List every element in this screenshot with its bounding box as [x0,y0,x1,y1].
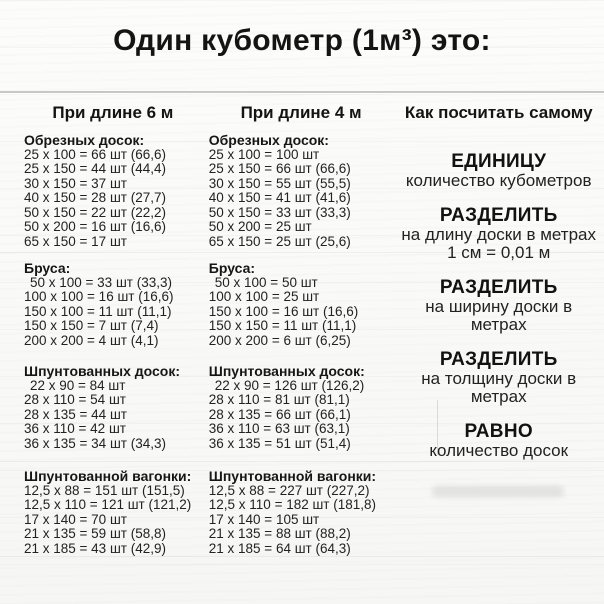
board-row: 25 x 150 = 44 шт (44,4) [24,161,166,176]
title-divider-line [0,91,604,93]
column-header-howto: Как посчитать самому [404,103,593,122]
board-row: 17 x 140 = 70 шт [24,511,127,527]
step-line: 1 см = 0,01 м [447,243,551,262]
section-label: Бруса: [208,260,256,276]
column-length-4m: При длине 4 м Обрезных досок: 25 x 100 =… [202,97,394,556]
section-timber-4m: Бруса: 50 x 100 = 50 шт 100 x 100 = 25 ш… [209,261,394,348]
content-columns: При длине 6 м Обрезных досок: 25 x 100 =… [0,97,604,556]
section-timber-6m: Бруса: 50 x 100 = 33 шт (33,3) 100 x 100… [24,261,202,348]
board-row: 25 x 100 = 66 шт (66,6) [24,146,166,162]
column-howto: Как посчитать самому ЕДИНИЦУ количество … [393,97,604,460]
section-lining-4m: Шпунтованной вагонки: 12,5 x 88 = 227 шт… [209,469,394,556]
step-keyword: РАВНО [464,420,533,442]
step-line: количество досок [429,440,569,460]
column-header-6m: При длине 6 м [52,103,174,122]
board-row: 21 x 135 = 88 шт (88,2) [208,526,351,541]
board-row: 28 x 135 = 66 шт (66,1) [208,406,351,422]
step-keyword: ЕДИНИЦУ [451,151,547,172]
board-row: 21 x 135 = 59 шт (58,8) [24,526,166,541]
howto-step-unit: ЕДИНИЦУ количество кубометров [401,152,596,191]
board-row: 150 x 100 = 16 шт (16,6) [208,303,359,319]
board-row: 25 x 150 = 66 шт (66,6) [208,161,351,176]
board-row: 200 x 200 = 6 шт (6,25) [208,332,351,348]
section-label: Обрезных досок: [208,132,329,148]
board-row: 30 x 150 = 37 шт [24,175,127,191]
howto-step-divide-thickness: РАЗДЕЛИТЬ на толщину доски в метрах [401,348,596,407]
board-row: 22 x 90 = 84 шт [30,377,126,393]
section-label: Шпунтованной вагонки: [24,468,192,484]
board-row: 36 x 135 = 51 шт (51,4) [208,435,351,451]
board-row: 50 x 150 = 22 шт (22,2) [24,204,166,220]
board-row: 12,5 x 110 = 182 шт (181,8) [208,497,377,512]
section-tongue-groove-boards-6m: Шпунтованных досок: 22 x 90 = 84 шт 28 x… [24,364,202,451]
wood-plank-seam [0,252,604,253]
section-tongue-groove-boards-4m: Шпунтованных досок: 22 x 90 = 126 шт (12… [209,364,394,451]
board-row: 100 x 100 = 16 шт (16,6) [24,289,174,304]
wood-crack [437,400,438,455]
board-row: 50 x 150 = 33 шт (33,3) [208,204,351,220]
howto-step-divide-length: РАЗДЕЛИТЬ на длину доски в метрах 1 см =… [401,204,596,263]
column-header-4m: При длине 4 м [240,103,362,122]
board-row: 12,5 x 88 = 151 шт (151,5) [24,482,185,498]
howto-step-equals: РАВНО количество досок [401,420,596,461]
board-row: 12,5 x 110 = 121 шт (121,2) [24,497,192,512]
faded-watermark [432,486,564,497]
section-label: Шпунтованной вагонки: [208,468,377,484]
step-line: количество кубометров [405,171,592,190]
board-row: 21 x 185 = 64 шт (64,3) [208,540,351,556]
step-keyword: РАЗДЕЛИТЬ [439,348,558,370]
board-row: 36 x 135 = 34 шт (34,3) [24,435,166,451]
board-row: 150 x 100 = 11 шт (11,1) [24,303,172,319]
board-row: 36 x 110 = 63 шт (63,1) [208,421,350,436]
step-keyword: РАЗДЕЛИТЬ [439,276,558,298]
board-row: 50 x 200 = 16 шт (16,6) [24,219,166,234]
board-row: 36 x 110 = 42 шт [24,421,126,436]
section-edged-boards-4m: Обрезных досок: 25 x 100 = 100 шт 25 x 1… [209,133,394,249]
section-label: Бруса: [24,260,71,276]
board-row: 21 x 185 = 43 шт (42,9) [24,540,166,556]
step-line: на длину доски в метрах [401,224,596,244]
step-line: метрах [470,387,527,406]
board-row: 50 x 200 = 25 шт [208,219,312,234]
step-line: на толщину доски в [421,368,577,388]
board-row: 50 x 100 = 33 шт (33,3) [30,274,172,290]
board-row: 65 x 150 = 17 шт [24,233,127,249]
board-row: 40 x 150 = 28 шт (27,7) [24,190,166,205]
section-label: Шпунтованных досок: [24,363,181,379]
howto-step-divide-width: РАЗДЕЛИТЬ на ширину доски в метрах [401,276,596,335]
board-row: 50 x 100 = 50 шт [214,274,318,290]
board-row: 12,5 x 88 = 227 шт (227,2) [208,482,370,498]
step-keyword: РАЗДЕЛИТЬ [439,204,558,226]
board-row: 30 x 150 = 55 шт (55,5) [208,175,351,191]
board-row: 65 x 150 = 25 шт (25,6) [208,233,351,249]
page-title: Один кубометр (1м³) это: [113,24,491,57]
step-line: метрах [470,315,527,334]
wood-plank-seam [0,461,604,462]
board-row: 200 x 200 = 4 шт (4,1) [24,332,159,348]
board-row: 28 x 135 = 44 шт [24,406,127,422]
section-edged-boards-6m: Обрезных досок: 25 x 100 = 66 шт (66,6) … [24,133,202,249]
section-label: Обрезных досок: [24,132,145,148]
column-length-6m: При длине 6 м Обрезных досок: 25 x 100 =… [0,97,202,556]
section-lining-6m: Шпунтованной вагонки: 12,5 x 88 = 151 шт… [24,469,202,556]
board-row: 25 x 100 = 100 шт [208,146,320,162]
board-row: 150 x 150 = 7 шт (7,4) [24,318,159,333]
board-row: 28 x 110 = 81 шт (81,1) [208,392,350,407]
board-row: 40 x 150 = 41 шт (41,6) [208,190,351,205]
board-row: 100 x 100 = 25 шт [208,289,320,304]
board-row: 17 x 140 = 105 шт [208,511,320,527]
step-line: на ширину доски в [425,296,573,316]
wood-plank-seam [0,556,604,557]
board-row: 150 x 150 = 11 шт (11,1) [208,318,357,333]
board-row: 22 x 90 = 126 шт (126,2) [214,377,365,393]
section-label: Шпунтованных досок: [208,363,365,379]
board-row: 28 x 110 = 54 шт [24,392,126,407]
